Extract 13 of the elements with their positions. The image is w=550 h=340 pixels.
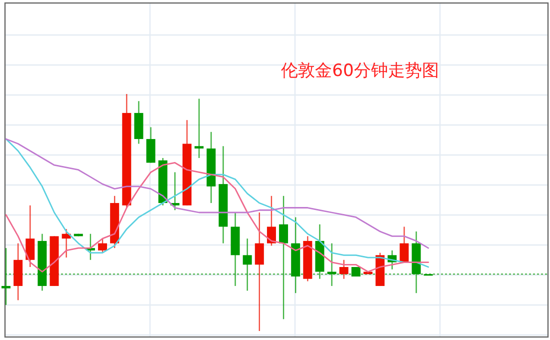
- candlestick: [254, 212, 264, 332]
- candlestick: [194, 98, 204, 159]
- candlestick: [339, 259, 348, 280]
- candlestick: [400, 226, 409, 263]
- candlestick: [2, 247, 10, 306]
- candlestick: [26, 204, 35, 268]
- candlestick: [351, 267, 360, 276]
- candlestick: [98, 238, 108, 254]
- chart-title: 伦敦金60分钟走势图: [281, 61, 439, 81]
- candlestick: [146, 126, 156, 164]
- candlestick: [279, 195, 288, 320]
- candlestick: [266, 195, 276, 246]
- candlestick: [242, 238, 252, 292]
